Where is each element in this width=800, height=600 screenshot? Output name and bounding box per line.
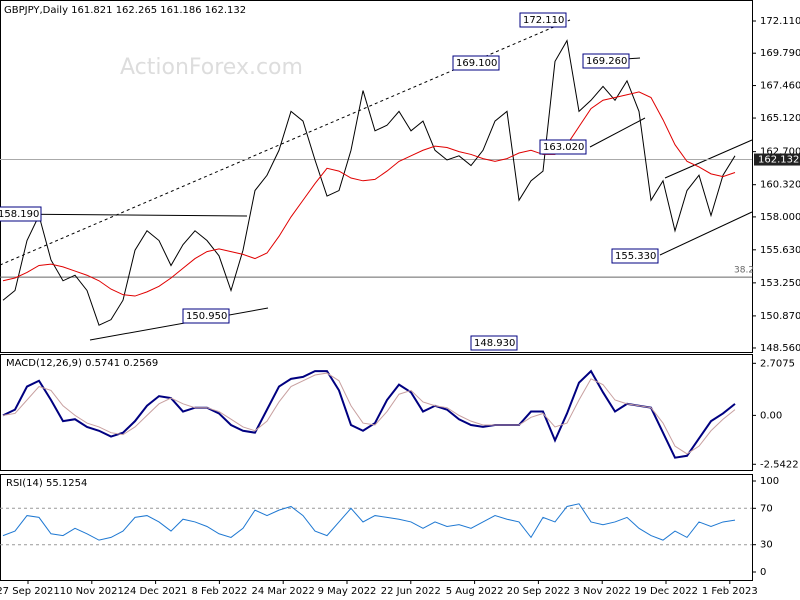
x-tick-label: 20 Sep 2022	[507, 586, 570, 597]
annotation-label: 158.190	[0, 209, 39, 220]
annotation-label: 169.260	[586, 56, 627, 67]
y-tick-label: 2.7075	[760, 358, 795, 369]
annotation-box	[0, 206, 42, 222]
series-line	[2, 372, 736, 455]
series-line	[2, 369, 736, 459]
y-tick-label: 167.460	[760, 81, 800, 92]
annotation-box	[582, 53, 630, 69]
series-line	[2, 91, 736, 297]
watermark: ActionForex.com	[120, 55, 303, 80]
y-tick-label: 162.700	[760, 147, 800, 158]
x-tick-label: 19 Dec 2022	[634, 586, 698, 597]
annotation-box	[452, 55, 500, 71]
annotation-box	[539, 139, 587, 155]
annotation-box	[611, 248, 659, 264]
macd-title: MACD(12,26,9) 0.5741 0.2569	[6, 358, 158, 369]
panel-frames	[0, 0, 753, 581]
header: GBPJPY,Daily 161.821 162.265 161.186 162…	[4, 5, 246, 16]
x-tick-label: 27 Sep 2021	[0, 586, 60, 597]
y-tick-label: -2.5422	[760, 459, 799, 470]
x-tick-label: 24 Mar 2022	[251, 586, 314, 597]
annotation-label: 163.020	[543, 142, 584, 153]
fib-label: 38.2	[734, 266, 754, 276]
annotation-label: 148.930	[474, 338, 515, 349]
x-tick-label: 1 Feb 2023	[702, 586, 758, 597]
y-tick-label: 0.00	[760, 410, 782, 421]
y-tick-label: 0	[760, 567, 766, 578]
annotation-box	[182, 308, 230, 324]
y-tick-label: 70	[760, 503, 773, 514]
x-tick-label: 3 Nov 2022	[573, 586, 631, 597]
y-tick-label: 158.000	[760, 212, 800, 223]
x-tick-label: 5 Aug 2022	[446, 586, 504, 597]
y-tick-label: 155.630	[760, 245, 800, 256]
current-box	[754, 153, 800, 166]
y-tick-label: 148.560	[760, 343, 800, 354]
y-tick-label: 172.110	[760, 16, 800, 27]
y-tick-label: 30	[760, 540, 773, 551]
annotation-box	[470, 335, 518, 351]
series-line	[2, 503, 736, 541]
y-tick-label: 165.120	[760, 113, 800, 124]
y-tick-label: 100	[760, 476, 779, 487]
annotation-label: 150.950	[186, 311, 227, 322]
current-label: 162.132	[758, 155, 799, 166]
y-tick-label: 153.250	[760, 278, 800, 289]
y-tick-label: 150.870	[760, 311, 800, 322]
x-tick-label: 24 Dec 2021	[124, 586, 188, 597]
x-tick-label: 22 Jun 2022	[381, 586, 441, 597]
annotation-label: 169.100	[456, 58, 497, 69]
rsi-title: RSI(14) 55.1254	[6, 478, 87, 489]
x-tick-label: 9 May 2022	[318, 586, 377, 597]
x-tick-label: 10 Nov 2021	[60, 586, 124, 597]
y-tick-label: 160.320	[760, 180, 800, 191]
annotation-label: 172.110	[523, 15, 564, 26]
annotation-label: 155.330	[615, 251, 656, 262]
y-tick-label: 169.790	[760, 48, 800, 59]
annotation-box	[519, 12, 567, 28]
x-tick-label: 8 Feb 2022	[191, 586, 247, 597]
